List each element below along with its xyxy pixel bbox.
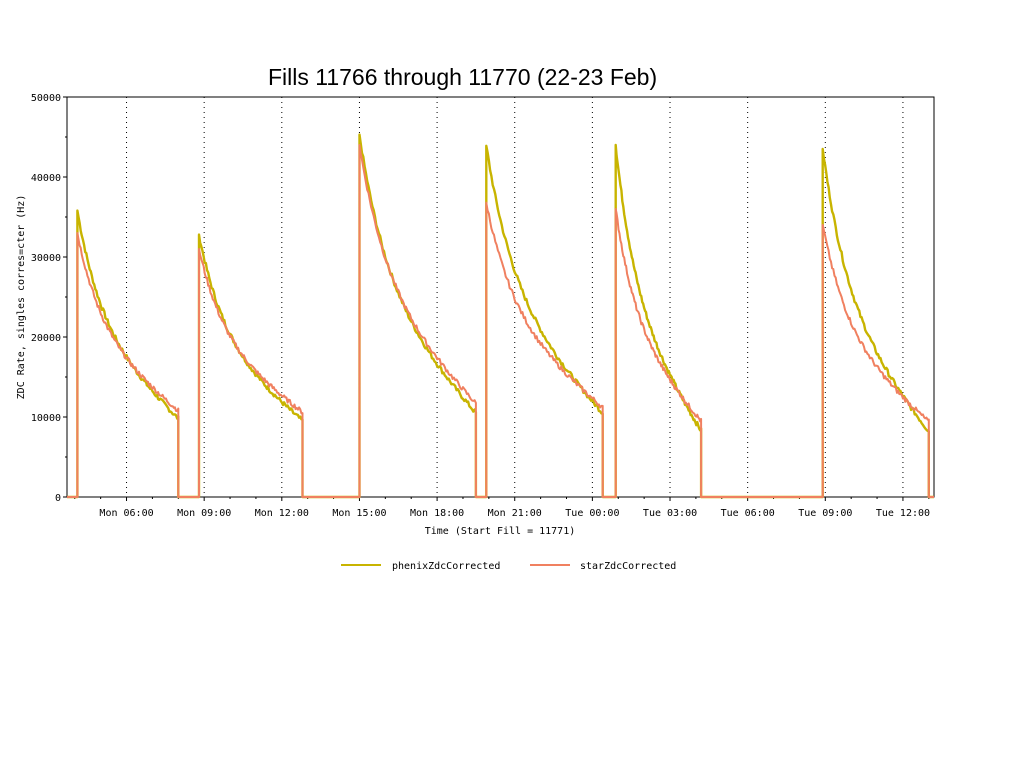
y-tick-label: 30000 — [31, 253, 61, 264]
legend-label-phenix: phenixZdcCorrected — [392, 561, 500, 572]
plot-border — [66, 96, 935, 498]
legend: phenixZdcCorrected starZdcCorrected — [341, 561, 676, 572]
x-tick-label: Mon 12:00 — [255, 508, 309, 519]
y-tick-label: 40000 — [31, 173, 61, 184]
x-tick-label: Mon 18:00 — [410, 508, 464, 519]
x-tick-label: Tue 03:00 — [643, 508, 697, 519]
x-tick-label: Mon 21:00 — [488, 508, 542, 519]
y-tick-label: 50000 — [31, 93, 61, 104]
y-axis-label: ZDC Rate, singles corres=cter (Hz) — [16, 195, 27, 400]
plot-frame — [66, 96, 935, 498]
legend-label-star: starZdcCorrected — [580, 561, 676, 572]
x-axis-label: Time (Start Fill = 11771) — [425, 526, 576, 537]
x-tick-label: Mon 15:00 — [332, 508, 386, 519]
series-line-phenix — [67, 133, 934, 499]
y-tick-label: 20000 — [31, 333, 61, 344]
chart-title: Fills 11766 through 11770 (22-23 Feb) — [268, 64, 658, 90]
x-axis: Mon 06:00 Mon 09:00 Mon 12:00 Mon 15:00 Mon … — [74, 497, 930, 519]
x-tick-label: Tue 09:00 — [798, 508, 852, 519]
series-line-star — [67, 144, 934, 498]
y-tick-label: 0 — [55, 493, 61, 504]
x-tick-label: Mon 09:00 — [177, 508, 231, 519]
series-group — [67, 133, 934, 499]
x-tick-label: Mon 06:00 — [99, 508, 153, 519]
x-tick-label: Tue 06:00 — [721, 508, 775, 519]
x-tick-label: Tue 00:00 — [565, 508, 619, 519]
y-axis: 0 10000 20000 30000 40000 50000 — [31, 93, 67, 504]
y-tick-label: 10000 — [31, 413, 61, 424]
x-tick-label: Tue 12:00 — [876, 508, 930, 519]
